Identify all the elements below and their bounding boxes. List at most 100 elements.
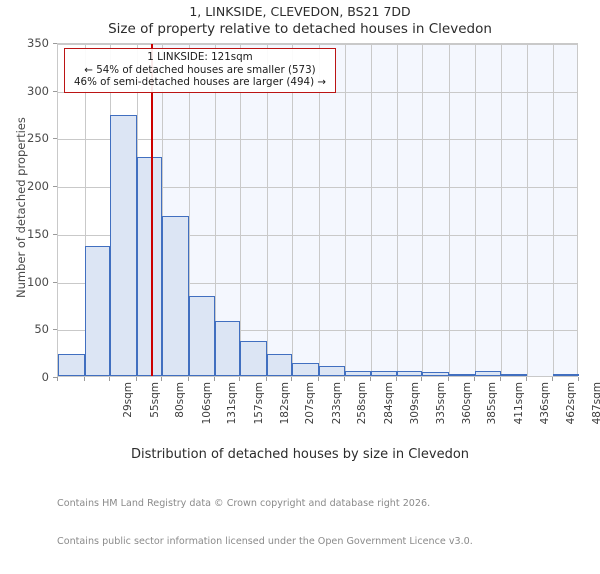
- x-tick-mark: [343, 377, 345, 381]
- plot-area: [57, 43, 579, 377]
- x-tick-label: 385sqm: [486, 382, 499, 425]
- y-tick-label: 50: [34, 322, 49, 337]
- y-tick-label: 100: [27, 274, 49, 289]
- histogram-bar: [319, 366, 345, 376]
- chart-title-address: 1, LINKSIDE, CLEVEDON, BS21 7DD: [189, 4, 411, 19]
- gridline-x: [501, 44, 503, 376]
- histogram-bar: [501, 374, 527, 376]
- y-tick-label: 150: [27, 226, 49, 241]
- histogram-bar: [162, 215, 189, 376]
- y-axis-label: Number of detached properties: [14, 117, 28, 298]
- x-tick-mark: [318, 377, 319, 381]
- x-tick-label: 106sqm: [200, 382, 213, 425]
- gridline-y: [58, 187, 577, 189]
- annotation-box: 1 LINKSIDE: 121sqm ← 54% of detached hou…: [64, 48, 336, 93]
- y-tick-mark: [53, 281, 57, 283]
- x-tick-mark: [57, 377, 58, 381]
- histogram-bar: [474, 371, 502, 376]
- footer-attribution: Contains HM Land Registry data © Crown c…: [57, 473, 473, 574]
- gridline-x: [396, 44, 398, 376]
- gridline-x: [553, 44, 555, 376]
- gridline-x: [214, 44, 216, 376]
- chart-title-subtitle: Size of property relative to detached ho…: [108, 21, 492, 37]
- x-tick-label: 131sqm: [226, 382, 239, 425]
- x-tick-mark: [109, 377, 111, 381]
- x-tick-label: 29sqm: [122, 382, 134, 418]
- x-tick-mark: [213, 377, 215, 381]
- histogram-bar: [449, 374, 475, 376]
- gridline-y: [58, 44, 577, 45]
- histogram-bar: [84, 246, 111, 376]
- gridline-x: [240, 44, 242, 376]
- y-tick-label: 300: [27, 83, 49, 98]
- histogram-bars: [58, 44, 579, 376]
- y-tick-mark: [53, 377, 57, 378]
- y-tick-mark: [53, 233, 57, 235]
- gridline-y: [58, 282, 577, 284]
- x-tick-mark: [525, 377, 527, 381]
- gridline-y: [58, 139, 577, 141]
- gridline-x: [162, 44, 164, 376]
- histogram-bar: [110, 115, 137, 376]
- x-tick-mark: [421, 377, 423, 381]
- y-tick-label: 250: [27, 131, 49, 146]
- y-tick-mark: [53, 43, 57, 44]
- gridline-x: [319, 44, 320, 376]
- property-marker-line: [151, 44, 154, 376]
- gridline-x: [292, 44, 294, 376]
- histogram-bar: [371, 371, 397, 376]
- y-tick-label: 200: [27, 179, 49, 194]
- histogram-bar: [292, 362, 319, 376]
- x-tick-label: 258sqm: [356, 382, 369, 425]
- x-tick-label: 462sqm: [565, 382, 578, 425]
- annotation-line-3: 46% of semi-detached houses are larger (…: [73, 76, 327, 89]
- x-tick-label: 55sqm: [148, 382, 161, 418]
- x-tick-mark: [161, 377, 163, 381]
- histogram-bar: [136, 156, 163, 376]
- x-tick-label: 157sqm: [253, 382, 266, 425]
- gridline-x: [474, 44, 476, 376]
- histogram-bar: [422, 372, 449, 376]
- gridline-x: [84, 44, 86, 376]
- x-tick-mark: [473, 377, 475, 381]
- x-tick-label: 182sqm: [278, 382, 291, 425]
- histogram-bar: [396, 371, 423, 376]
- x-tick-mark: [395, 377, 397, 381]
- annotation-line-1: 1 LINKSIDE: 121sqm: [147, 51, 253, 63]
- gridline-x: [449, 44, 450, 376]
- gridline-x: [189, 44, 191, 376]
- histogram-bar: [553, 374, 579, 376]
- annotation-line-2: ← 54% of detached houses are smaller (57…: [84, 63, 316, 76]
- y-tick-label: 350: [27, 36, 49, 50]
- x-tick-mark: [188, 377, 190, 381]
- gridline-y: [58, 234, 577, 236]
- y-tick-mark: [53, 138, 57, 140]
- x-tick-mark: [291, 377, 293, 381]
- y-tick-mark: [53, 329, 57, 331]
- histogram-bar: [58, 354, 85, 376]
- x-axis-label: Distribution of detached houses by size …: [130, 447, 470, 462]
- gridline-x: [371, 44, 373, 376]
- y-tick-mark: [53, 186, 57, 188]
- x-tick-mark: [448, 377, 449, 381]
- x-tick-label: 309sqm: [408, 382, 421, 425]
- x-tick-label: 487sqm: [590, 382, 600, 425]
- x-tick-mark: [135, 377, 137, 381]
- gridline-y: [58, 330, 577, 332]
- x-tick-mark: [83, 377, 85, 381]
- x-tick-mark: [552, 377, 554, 381]
- x-tick-label: 335sqm: [435, 382, 448, 425]
- x-tick-mark: [578, 377, 579, 381]
- histogram-bar: [266, 354, 293, 376]
- x-tick-mark: [239, 377, 241, 381]
- gridline-x: [344, 44, 346, 376]
- histogram-bar: [189, 295, 215, 376]
- gridline-x: [422, 44, 424, 376]
- footer-line-1: Contains HM Land Registry data © Crown c…: [57, 498, 431, 510]
- x-tick-mark: [265, 377, 267, 381]
- histogram-bar: [344, 371, 372, 376]
- histogram-bar: [240, 340, 267, 376]
- x-tick-label: 233sqm: [330, 382, 343, 425]
- y-tick-label: 0: [41, 370, 49, 384]
- x-tick-mark: [500, 377, 502, 381]
